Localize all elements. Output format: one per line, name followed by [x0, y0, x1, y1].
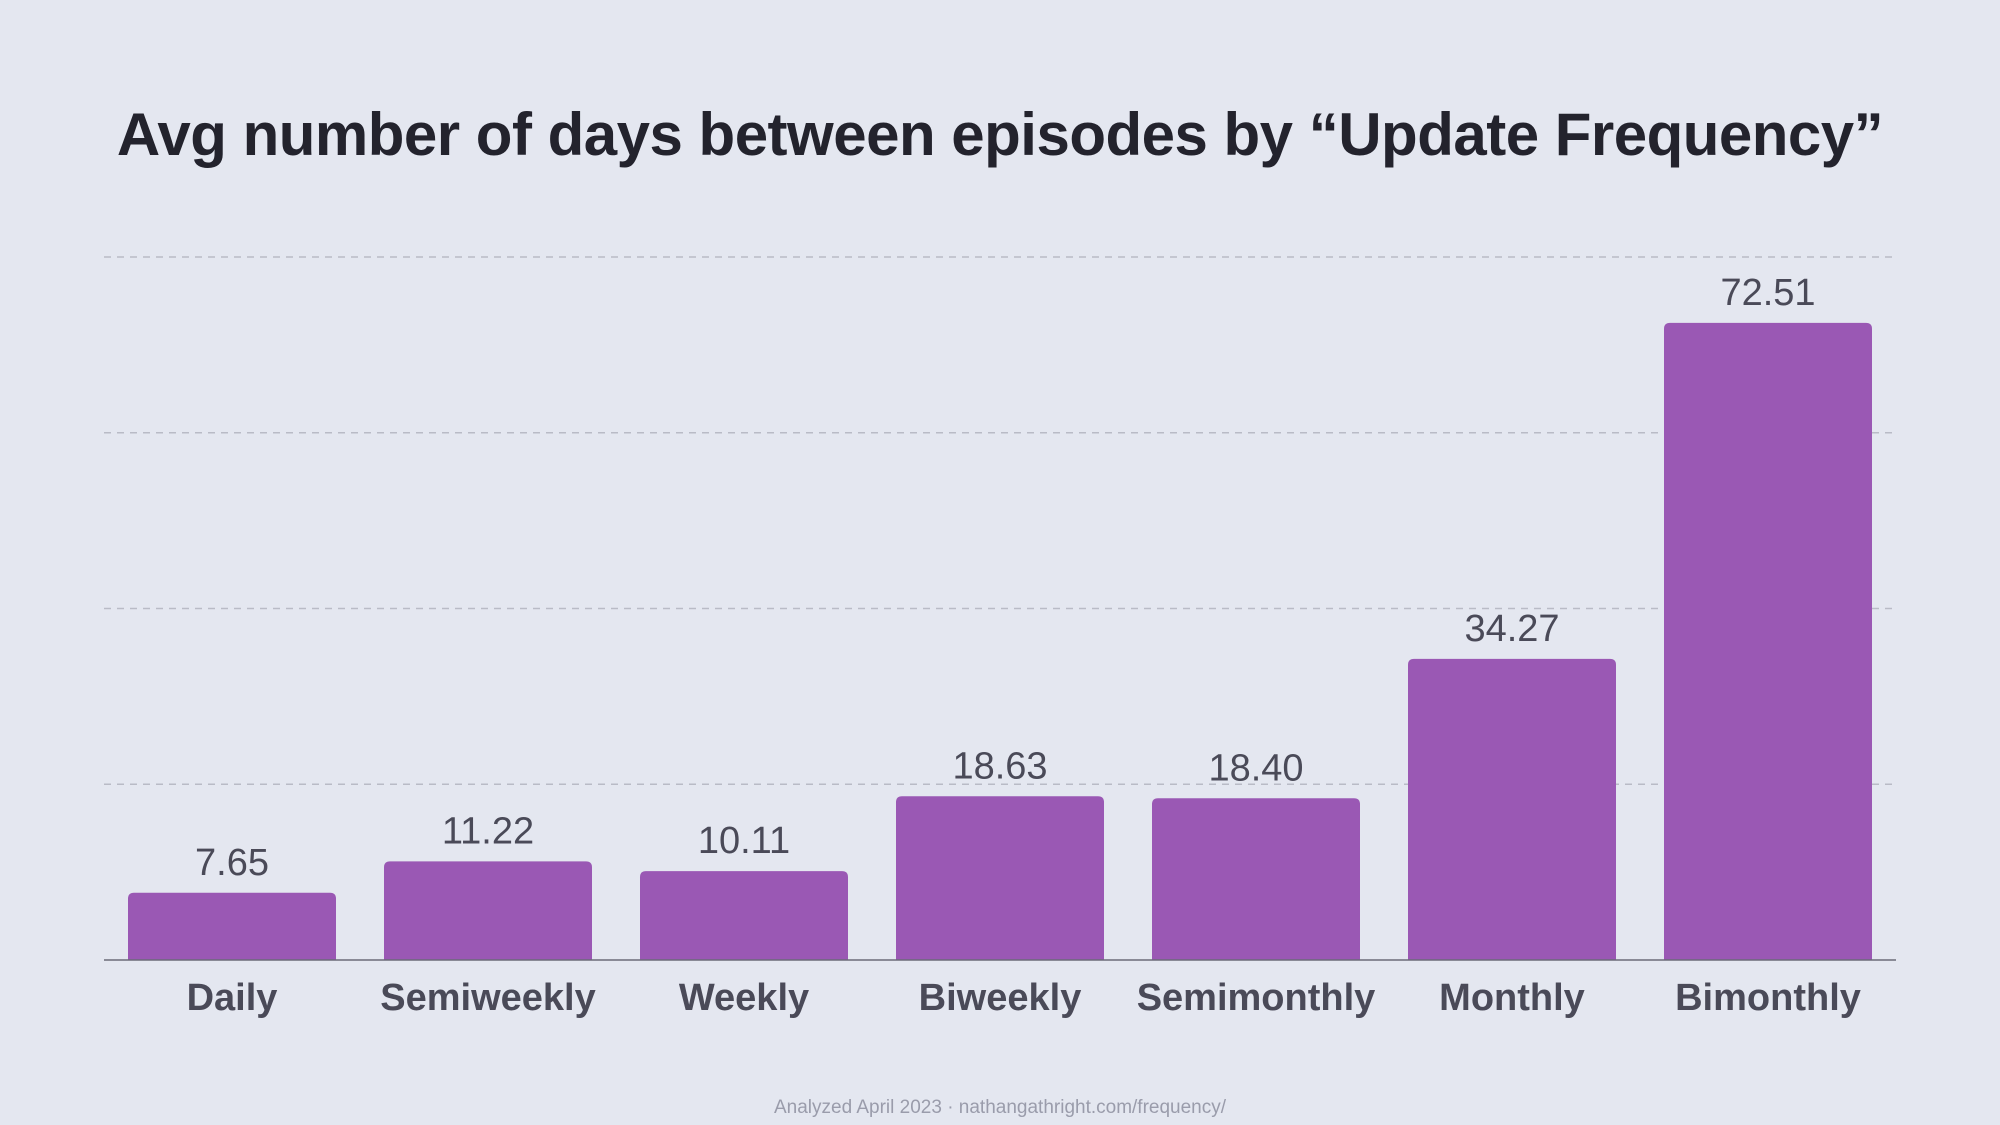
bar-weekly: [640, 871, 848, 960]
value-label-semiweekly: 11.22: [442, 810, 534, 852]
bar-monthly: [1408, 658, 1616, 960]
value-label-bimonthly: 72.51: [1720, 272, 1815, 314]
footer-credit: Analyzed April 2023 · nathangathright.co…: [773, 1097, 1227, 1118]
category-label-semimonthly: Semimonthly: [1137, 977, 1376, 1019]
value-label-biweekly: 18.63: [952, 745, 1047, 787]
category-label-semiweekly: Semiweekly: [380, 977, 595, 1019]
value-label-daily: 7.65: [195, 842, 269, 884]
value-label-semimonthly: 18.40: [1208, 747, 1303, 789]
category-label-biweekly: Biweekly: [919, 977, 1082, 1019]
category-label-daily: Daily: [187, 977, 278, 1019]
value-label-weekly: 10.11: [698, 820, 790, 862]
category-label-bimonthly: Bimonthly: [1675, 977, 1861, 1019]
category-label-weekly: Weekly: [679, 977, 809, 1019]
chart-title: Avg number of days between episodes by “…: [116, 101, 1884, 168]
bar-semiweekly: [384, 861, 592, 960]
bar-biweekly: [896, 796, 1104, 960]
category-label-monthly: Monthly: [1439, 977, 1585, 1019]
bar-daily: [128, 892, 336, 960]
bar-semimonthly: [1152, 798, 1360, 960]
bar-bimonthly: [1664, 322, 1872, 961]
value-label-monthly: 34.27: [1464, 608, 1559, 650]
